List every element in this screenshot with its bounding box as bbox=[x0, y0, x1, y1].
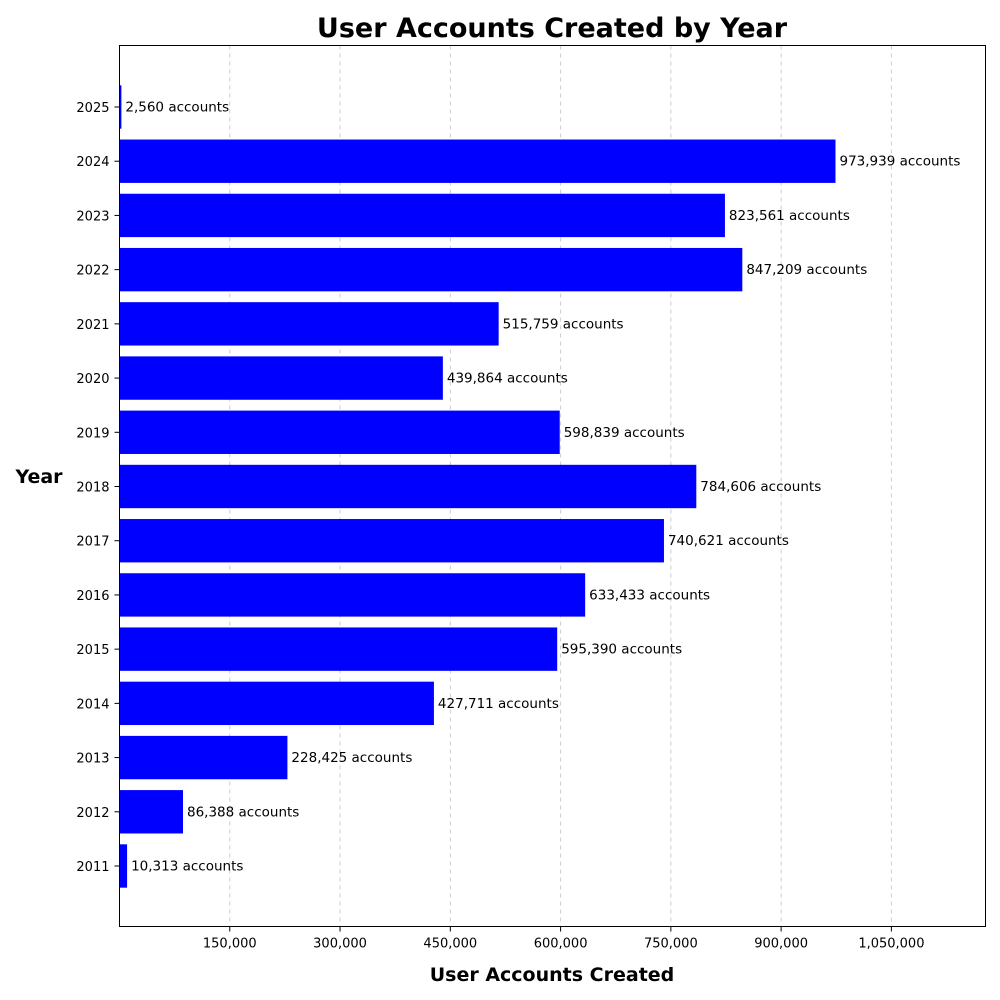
x-tick-label: 450,000 bbox=[423, 937, 477, 952]
data-label-2018: 784,606 accounts bbox=[700, 479, 821, 495]
y-tick-label-2014: 2014 bbox=[76, 697, 109, 712]
x-tick-label: 1,050,000 bbox=[858, 937, 924, 952]
y-tick-label-2024: 2024 bbox=[76, 155, 109, 170]
y-tick-label-2013: 2013 bbox=[76, 752, 109, 767]
x-tick-label: 600,000 bbox=[534, 937, 588, 952]
y-tick-label-2015: 2015 bbox=[76, 643, 109, 658]
data-label-2012: 86,388 accounts bbox=[187, 804, 299, 820]
data-label-2024: 973,939 accounts bbox=[839, 154, 960, 170]
y-tick-label-2018: 2018 bbox=[76, 481, 109, 496]
bar-2022 bbox=[119, 247, 743, 292]
data-label-2011: 10,313 accounts bbox=[131, 859, 243, 875]
y-tick-label-2023: 2023 bbox=[76, 209, 109, 224]
bar-2012 bbox=[119, 790, 184, 834]
bar-2023 bbox=[119, 193, 725, 238]
data-label-2015: 595,390 accounts bbox=[561, 642, 682, 658]
y-axis-ticks: 2011 2012 2013 2014 2015 2016 2017 2018 2019 2020… bbox=[76, 101, 120, 875]
data-label-2016: 633,433 accounts bbox=[589, 587, 710, 603]
bars-layer bbox=[119, 85, 836, 888]
y-axis-title: Year bbox=[14, 466, 63, 488]
bar-2015 bbox=[119, 627, 558, 671]
bar-2019 bbox=[119, 410, 560, 454]
y-tick-label-2022: 2022 bbox=[76, 264, 109, 279]
y-tick-label-2020: 2020 bbox=[76, 372, 109, 387]
bar-2025 bbox=[119, 85, 122, 129]
y-tick-label-2025: 2025 bbox=[76, 101, 109, 116]
data-label-2019: 598,839 accounts bbox=[564, 425, 685, 441]
y-tick-label-2012: 2012 bbox=[76, 806, 109, 821]
bar-2021 bbox=[119, 302, 499, 346]
y-tick-label-2011: 2011 bbox=[76, 860, 109, 875]
data-label-2025: 2,560 accounts bbox=[125, 100, 229, 116]
bar-2013 bbox=[119, 735, 288, 780]
chart-title: User Accounts Created by Year bbox=[317, 13, 788, 44]
plot-frame bbox=[119, 45, 986, 927]
bar-2014 bbox=[119, 681, 434, 726]
x-tick-label: 150,000 bbox=[203, 937, 257, 952]
data-label-2013: 228,425 accounts bbox=[291, 750, 412, 766]
x-tick-label: 750,000 bbox=[644, 937, 698, 952]
bar-2011 bbox=[119, 844, 128, 888]
y-tick-label-2017: 2017 bbox=[76, 535, 109, 550]
x-tick-label: 900,000 bbox=[754, 937, 808, 952]
labels-layer: 10,313 accounts 86,388 accounts 228,425 ac… bbox=[125, 100, 960, 875]
y-tick-label-2016: 2016 bbox=[76, 589, 109, 604]
y-tick-label-2021: 2021 bbox=[76, 318, 109, 333]
bar-2018 bbox=[119, 464, 697, 509]
data-label-2014: 427,711 accounts bbox=[438, 696, 559, 712]
data-label-2021: 515,759 accounts bbox=[503, 316, 624, 332]
bar-2017 bbox=[119, 519, 664, 563]
data-label-2022: 847,209 accounts bbox=[746, 262, 867, 278]
data-label-2023: 823,561 accounts bbox=[729, 208, 850, 224]
bar-2024 bbox=[119, 139, 836, 183]
bar-2016 bbox=[119, 573, 586, 617]
data-label-2017: 740,621 accounts bbox=[668, 533, 789, 549]
y-tick-label-2019: 2019 bbox=[76, 426, 109, 441]
bar-2020 bbox=[119, 356, 443, 400]
x-axis-title: User Accounts Created bbox=[430, 964, 675, 986]
x-tick-label: 300,000 bbox=[313, 937, 367, 952]
data-label-2020: 439,864 accounts bbox=[447, 371, 568, 387]
x-axis-ticks: 150,000 300,000 450,000 600,000 750,000 900,0… bbox=[203, 926, 924, 952]
